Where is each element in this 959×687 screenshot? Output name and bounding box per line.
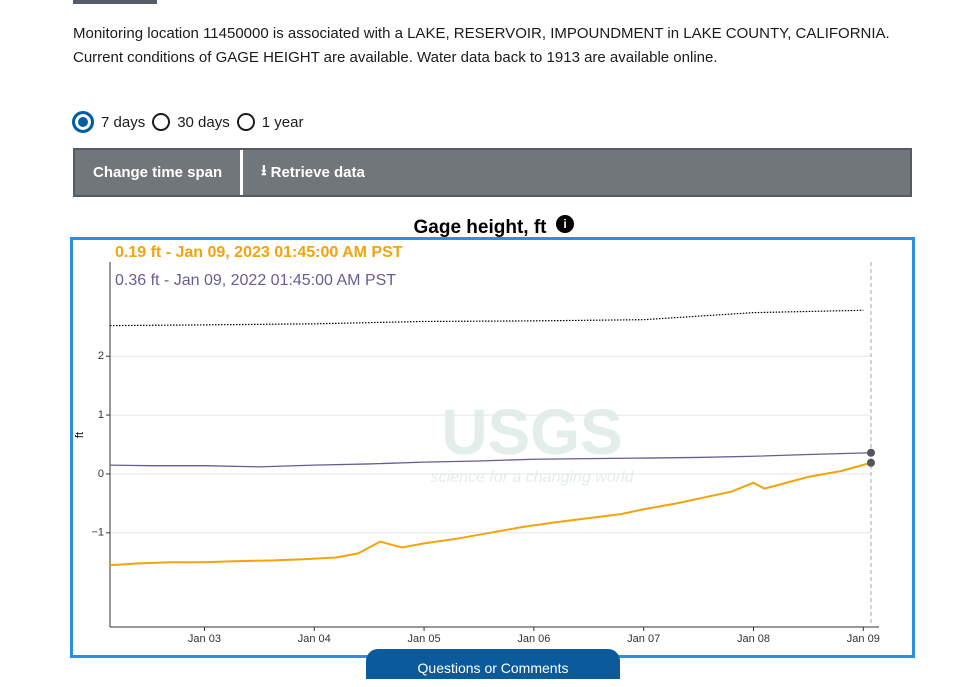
radio[interactable]: [152, 113, 171, 131]
readout: 0.19 ft - Jan 09, 2023 01:45:00 AM PST: [115, 244, 403, 261]
feedback-button[interactable]: Questions or Comments: [366, 649, 620, 679]
watermark: USGS: [441, 396, 622, 468]
x-tick-label: Jan 07: [627, 633, 660, 645]
info-icon[interactable]: [556, 215, 574, 233]
end-point: [867, 448, 875, 457]
x-tick-label: Jan 08: [737, 633, 770, 645]
watermark: science for a changing world: [431, 469, 635, 486]
toolbar: Change time span ⭳ Retrieve data: [73, 148, 912, 197]
cut-off-button[interactable]: [73, 0, 157, 4]
icon: ⭳: [261, 162, 271, 179]
chart-title: Gage height, ft: [414, 217, 548, 238]
series-line: [109, 309, 864, 327]
readout: 0.36 ft - Jan 09, 2022 01:45:00 AM PST: [115, 272, 396, 289]
label: 7 days: [101, 113, 146, 131]
x-tick-label: Jan 04: [298, 633, 331, 645]
y-axis-label: ft: [74, 432, 86, 438]
y-tick-label: 1: [98, 409, 104, 421]
x-tick-label: Jan 03: [188, 633, 221, 645]
radio[interactable]: [72, 111, 94, 133]
option[interactable]: 30 days: [152, 113, 230, 131]
y-tick-label: 0: [98, 468, 104, 480]
option[interactable]: 7 days: [72, 111, 145, 133]
button[interactable]: Change time span: [75, 150, 244, 195]
info-glyph: i: [563, 217, 566, 231]
description: Monitoring location 11450000 is associat…: [73, 25, 890, 66]
x-tick-label: Jan 05: [408, 633, 441, 645]
radio[interactable]: [236, 113, 255, 131]
y-tick-label: 2: [98, 350, 104, 362]
label: Retrieve data: [270, 164, 365, 181]
x-tick-label: Jan 09: [847, 633, 880, 645]
end-point: [867, 458, 875, 467]
option[interactable]: 1 year: [236, 113, 304, 131]
x-tick-label: Jan 06: [517, 633, 550, 645]
y-tick-label: −1: [91, 527, 104, 539]
label: 1 year: [261, 113, 304, 131]
time-span-options: 7 days 30 days 1 year: [72, 111, 310, 133]
button[interactable]: ⭳ Retrieve data: [243, 150, 383, 195]
series-line: [109, 452, 872, 468]
series-line: [109, 461, 872, 567]
label: 30 days: [177, 113, 230, 131]
